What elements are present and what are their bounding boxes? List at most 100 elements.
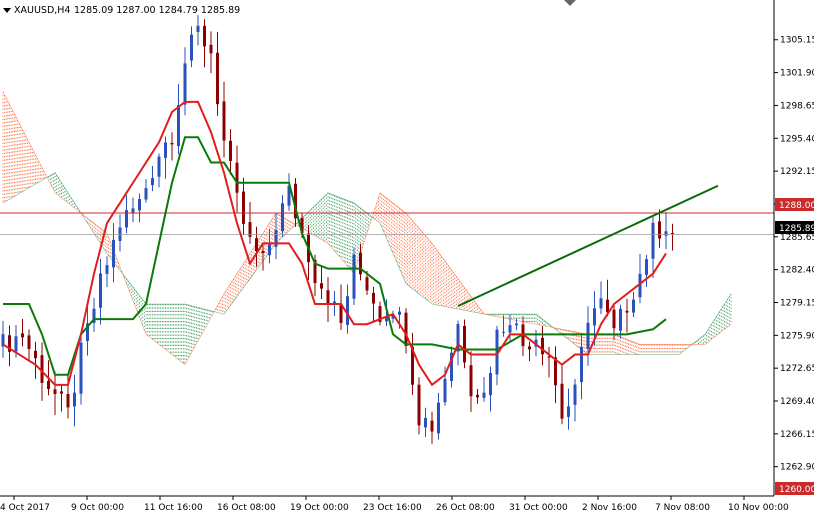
current-price-box xyxy=(775,221,814,234)
candle-body xyxy=(430,420,434,432)
price-tick-label: 1262.90 xyxy=(780,463,814,473)
candle-body xyxy=(183,63,187,105)
candle-body xyxy=(339,303,343,323)
candle-body xyxy=(463,325,466,363)
candle-body xyxy=(222,101,226,141)
candle-body xyxy=(398,311,401,315)
candle-body xyxy=(541,337,544,355)
candle-body xyxy=(92,308,96,323)
candle-body xyxy=(196,25,200,33)
candle-body xyxy=(248,222,252,237)
price-tick-label: 1301.90 xyxy=(780,69,814,79)
candle-body xyxy=(242,191,245,224)
candle-body xyxy=(105,265,109,274)
candle-body xyxy=(612,309,616,329)
candle-body xyxy=(645,259,648,275)
candle-body xyxy=(125,210,128,228)
candle-body xyxy=(625,310,629,313)
senkou-a-line xyxy=(2,172,732,355)
candle-body xyxy=(443,378,447,403)
candle-body xyxy=(313,259,317,284)
time-tick-label: 23 Oct 16:00 xyxy=(363,503,422,513)
candle-body xyxy=(365,277,369,291)
time-tick-label: 9 Oct 00:00 xyxy=(71,503,124,513)
candle-body xyxy=(560,383,564,419)
candle-body xyxy=(8,335,11,352)
candle-body xyxy=(424,417,427,428)
candle-body xyxy=(489,373,492,396)
candle-body xyxy=(216,52,219,105)
candle-body xyxy=(99,273,102,308)
candle-body xyxy=(391,314,395,319)
candle-body xyxy=(385,317,388,322)
time-tick-label: 26 Oct 08:00 xyxy=(436,503,495,513)
candle-body xyxy=(586,322,590,350)
candle-body xyxy=(268,244,271,256)
support-price-box xyxy=(775,482,814,495)
candle-body xyxy=(573,384,577,405)
price-tick-label: 1269.40 xyxy=(780,397,814,407)
candle-body xyxy=(203,25,206,47)
candle-body xyxy=(294,183,297,219)
price-tick-label: 1305.15 xyxy=(780,36,814,46)
time-axis-ticks: 4 Oct 2017 9 Oct 00:00 11 Oct 16:00 16 Oct … xyxy=(0,496,789,513)
price-tick-label: 1272.65 xyxy=(780,364,814,374)
candle-body xyxy=(599,298,603,309)
candle-body xyxy=(651,222,655,259)
candle-body xyxy=(164,142,167,158)
candle-body xyxy=(567,406,570,417)
candle-body xyxy=(229,140,232,161)
price-tick-label: 1295.40 xyxy=(780,134,814,144)
candle-body xyxy=(86,323,89,341)
trendline xyxy=(457,184,719,307)
candle-body xyxy=(21,333,24,338)
candle-body xyxy=(320,283,323,289)
candle-body xyxy=(482,392,486,398)
candle-body xyxy=(274,230,278,247)
candle-body xyxy=(281,203,284,232)
time-tick-label: 4 Oct 2017 xyxy=(0,503,50,513)
candle-body xyxy=(326,290,330,304)
candle-body xyxy=(170,142,174,145)
candle-body xyxy=(411,346,414,385)
time-tick-label: 2 Nov 16:00 xyxy=(582,503,637,513)
candle-body xyxy=(580,346,583,382)
price-labels: 1288.00 1285.89 1260.00 xyxy=(775,198,814,495)
price-tick-label: 1285.65 xyxy=(780,233,814,243)
candle-body xyxy=(502,331,505,333)
time-tick-label: 7 Nov 08:00 xyxy=(655,503,710,513)
candle-body xyxy=(378,306,382,322)
candle-body xyxy=(40,355,44,383)
time-tick-label: 31 Oct 00:00 xyxy=(509,503,568,513)
candle-body xyxy=(619,308,622,331)
candle-body xyxy=(417,384,421,426)
candle-body xyxy=(138,199,141,211)
price-tick-label: 1266.15 xyxy=(780,430,814,440)
candle-body xyxy=(352,254,356,299)
candle-body xyxy=(144,188,148,200)
symbol-dropdown-icon[interactable] xyxy=(3,8,11,13)
candle-body xyxy=(437,402,440,434)
ichimoku-cloud xyxy=(2,91,732,366)
senkou-b-line xyxy=(2,91,732,366)
candle-body xyxy=(456,324,460,352)
candle-body xyxy=(261,251,265,254)
candle-body xyxy=(554,357,557,386)
chart-shift-marker-icon[interactable] xyxy=(564,0,576,6)
candle-body xyxy=(359,252,362,275)
candle-body xyxy=(60,391,63,394)
candle-body xyxy=(177,105,180,147)
support-price-label: 1260.00 xyxy=(779,485,814,495)
candle-body xyxy=(593,308,596,326)
candle-body xyxy=(664,231,668,236)
candle-body xyxy=(638,273,642,298)
current-price-label: 1285.89 xyxy=(779,224,814,234)
resistance-price-label: 1288.00 xyxy=(779,201,814,211)
candle-body xyxy=(209,44,213,54)
candle-body xyxy=(131,208,135,214)
candle-body xyxy=(528,346,531,350)
candle-body xyxy=(255,238,258,252)
